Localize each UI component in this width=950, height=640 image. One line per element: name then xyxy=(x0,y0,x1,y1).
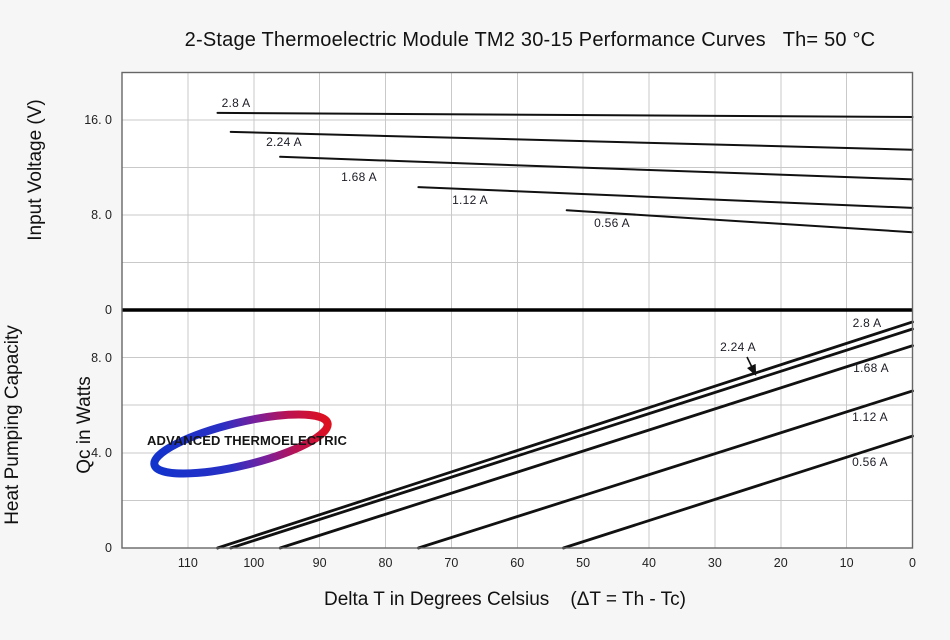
y-tick-voltage-8: 8. 0 xyxy=(91,208,112,222)
curve-label-voltage-2.8A: 2.8 A xyxy=(221,96,251,110)
y-tick-voltage-0: 0 xyxy=(105,303,112,317)
curve-voltage-0.56A xyxy=(565,209,914,234)
plot-border xyxy=(121,71,914,549)
chart-title: 2-Stage Thermoelectric Module TM2 30-15 … xyxy=(184,29,876,51)
y-tick-qc-0: 0 xyxy=(105,541,112,555)
x-axis-title: Delta T in Degrees Celsius (ΔT = Th - Tc… xyxy=(323,589,687,610)
curve-label-voltage-1.12A: 1.12 A xyxy=(452,193,488,207)
x-tick-label-90: 90 xyxy=(312,556,327,570)
y-tick-qc-8: 8. 0 xyxy=(91,350,112,365)
x-tick-label-80: 80 xyxy=(378,556,393,570)
curve-qc-2.24A xyxy=(229,327,914,550)
curve-qc-2.8A xyxy=(216,320,914,550)
x-tick-label-70: 70 xyxy=(444,556,459,570)
curve-label-voltage-2.24A: 2.24 A xyxy=(266,135,302,149)
curve-label-voltage-0.56A: 0.56 A xyxy=(594,216,630,230)
y-tick-voltage-16: 16. 0 xyxy=(84,113,112,127)
y-tick-qc-4: 4. 0 xyxy=(91,445,112,460)
x-tick-label-10: 10 xyxy=(839,556,854,570)
logo-swoosh xyxy=(150,410,332,478)
curve-voltage-2.24A xyxy=(229,130,914,151)
x-tick-label-0: 0 xyxy=(909,556,916,570)
x-tick-label-20: 20 xyxy=(773,556,788,570)
curve-qc-1.68A xyxy=(278,344,914,550)
x-tick-label-100: 100 xyxy=(243,556,265,570)
x-tick-label-110: 110 xyxy=(177,556,198,570)
curve-label-voltage-1.68A: 1.68 A xyxy=(341,170,377,184)
curve-label-qc-2.8A: 2.8 A xyxy=(852,316,882,330)
x-tick-label-40: 40 xyxy=(642,556,656,570)
label-arrow-2.24A xyxy=(746,356,757,376)
curve-voltage-1.68A xyxy=(279,155,914,181)
x-tick-label-30: 30 xyxy=(707,556,722,570)
curve-label-qc-1.12A: 1.12 A xyxy=(852,410,888,424)
curve-voltage-1.12A xyxy=(417,186,914,209)
curve-label-qc-2.24A: 2.24 A xyxy=(720,340,756,354)
curve-qc-1.12A xyxy=(416,389,914,550)
x-tick-label-50: 50 xyxy=(576,556,591,570)
curve-label-qc-0.56A: 0.56 A xyxy=(852,455,888,469)
x-tick-label-60: 60 xyxy=(510,556,525,570)
curve-voltage-2.8A xyxy=(216,111,914,118)
curve-label-qc-1.68A: 1.68 A xyxy=(853,361,889,375)
curve-qc-0.56A xyxy=(562,434,914,550)
logo-text: ADVANCED THERMOELECTRIC xyxy=(147,433,347,448)
